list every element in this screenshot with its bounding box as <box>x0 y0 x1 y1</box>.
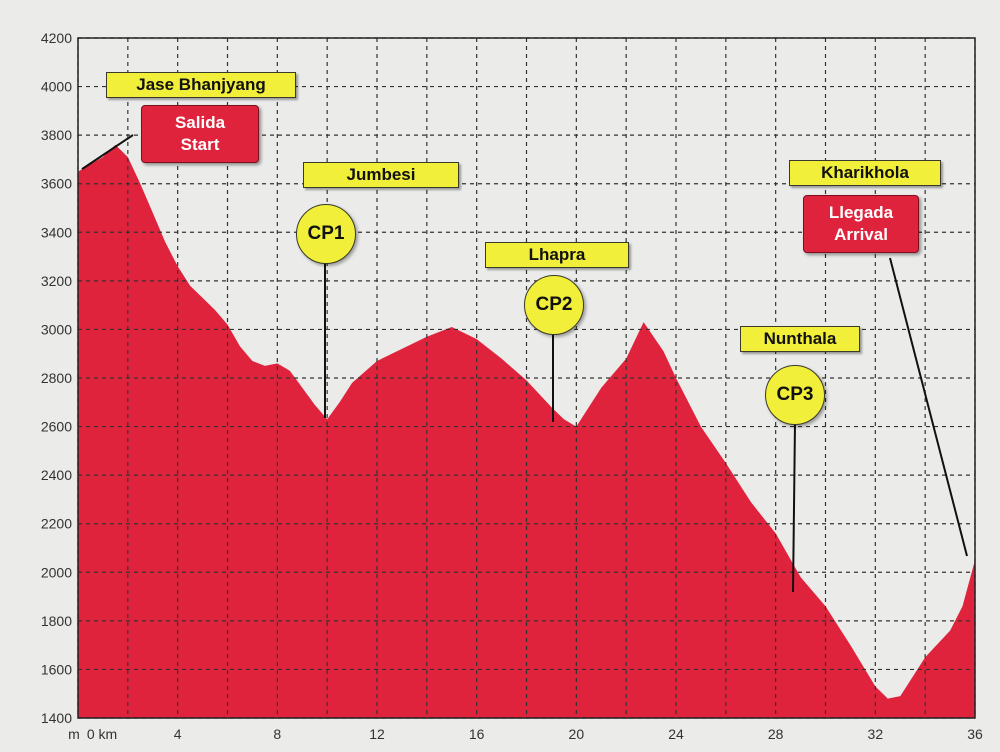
plot-frame <box>77 37 976 719</box>
waypoint-label-jumbesi: Jumbesi <box>303 162 459 188</box>
y-tick-label: 4000 <box>41 79 72 95</box>
waypoint-label-kharikhola: Kharikhola <box>789 160 941 186</box>
y-axis-ticks: 1400 1600 1800 2000 2200 2400 2600 2800 3000 3200… <box>41 30 72 726</box>
x-tick-label: 4 <box>174 726 182 742</box>
checkpoint-cp3: CP3 <box>765 365 825 425</box>
finish-marker-line2: Arrival <box>834 225 888 244</box>
x-unit-label: m <box>68 726 80 742</box>
y-tick-label: 1600 <box>41 661 72 677</box>
y-tick-label: 3800 <box>41 127 72 143</box>
start-marker-line1: Salida <box>174 113 226 132</box>
x-tick-label: 36 <box>967 726 983 742</box>
x-tick-label: 8 <box>273 726 281 742</box>
y-tick-label: 3200 <box>41 273 72 289</box>
start-marker: Salida Start <box>141 105 259 163</box>
y-tick-label: 3000 <box>41 321 72 337</box>
waypoint-label-nunthala: Nunthala <box>740 326 860 352</box>
chart-grid <box>77 37 976 719</box>
y-tick-label: 2600 <box>41 419 72 435</box>
x-axis-ticks: m 0 km 4 8 12 16 20 24 28 32 36 <box>68 726 983 742</box>
y-tick-label: 1800 <box>41 613 72 629</box>
finish-marker: Llegada Arrival <box>803 195 919 253</box>
leader-line <box>889 257 968 557</box>
y-tick-label: 2200 <box>41 516 72 532</box>
leader-line <box>792 422 796 593</box>
waypoint-label-jase-bhanjyang: Jase Bhanjyang <box>106 72 296 98</box>
checkpoint-cp2: CP2 <box>524 275 584 335</box>
y-tick-label: 2000 <box>41 564 72 580</box>
x-tick-label: 20 <box>569 726 585 742</box>
x-tick-label: 28 <box>768 726 784 742</box>
leader-line <box>81 134 134 170</box>
checkpoint-cp3-text: CP3 <box>776 384 814 405</box>
x-tick-label: 12 <box>369 726 385 742</box>
checkpoint-cp1-text: CP1 <box>307 223 345 244</box>
x-tick-label: 32 <box>868 726 884 742</box>
start-marker-line2: Start <box>180 135 220 154</box>
y-tick-label: 3600 <box>41 176 72 192</box>
leader-lines <box>81 134 968 593</box>
waypoint-label-lhapra: Lhapra <box>485 242 629 268</box>
x-tick-label: 16 <box>469 726 485 742</box>
y-tick-label: 1400 <box>41 710 72 726</box>
y-tick-label: 3400 <box>41 224 72 240</box>
y-tick-label: 4200 <box>41 30 72 46</box>
y-tick-label: 2800 <box>41 370 72 386</box>
y-tick-label: 2400 <box>41 467 72 483</box>
checkpoint-cp2-text: CP2 <box>535 294 573 315</box>
checkpoint-cp1: CP1 <box>296 204 356 264</box>
x-tick-label: 24 <box>668 726 684 742</box>
x-tick-label: 0 km <box>87 726 117 742</box>
finish-marker-line1: Llegada <box>828 203 894 222</box>
